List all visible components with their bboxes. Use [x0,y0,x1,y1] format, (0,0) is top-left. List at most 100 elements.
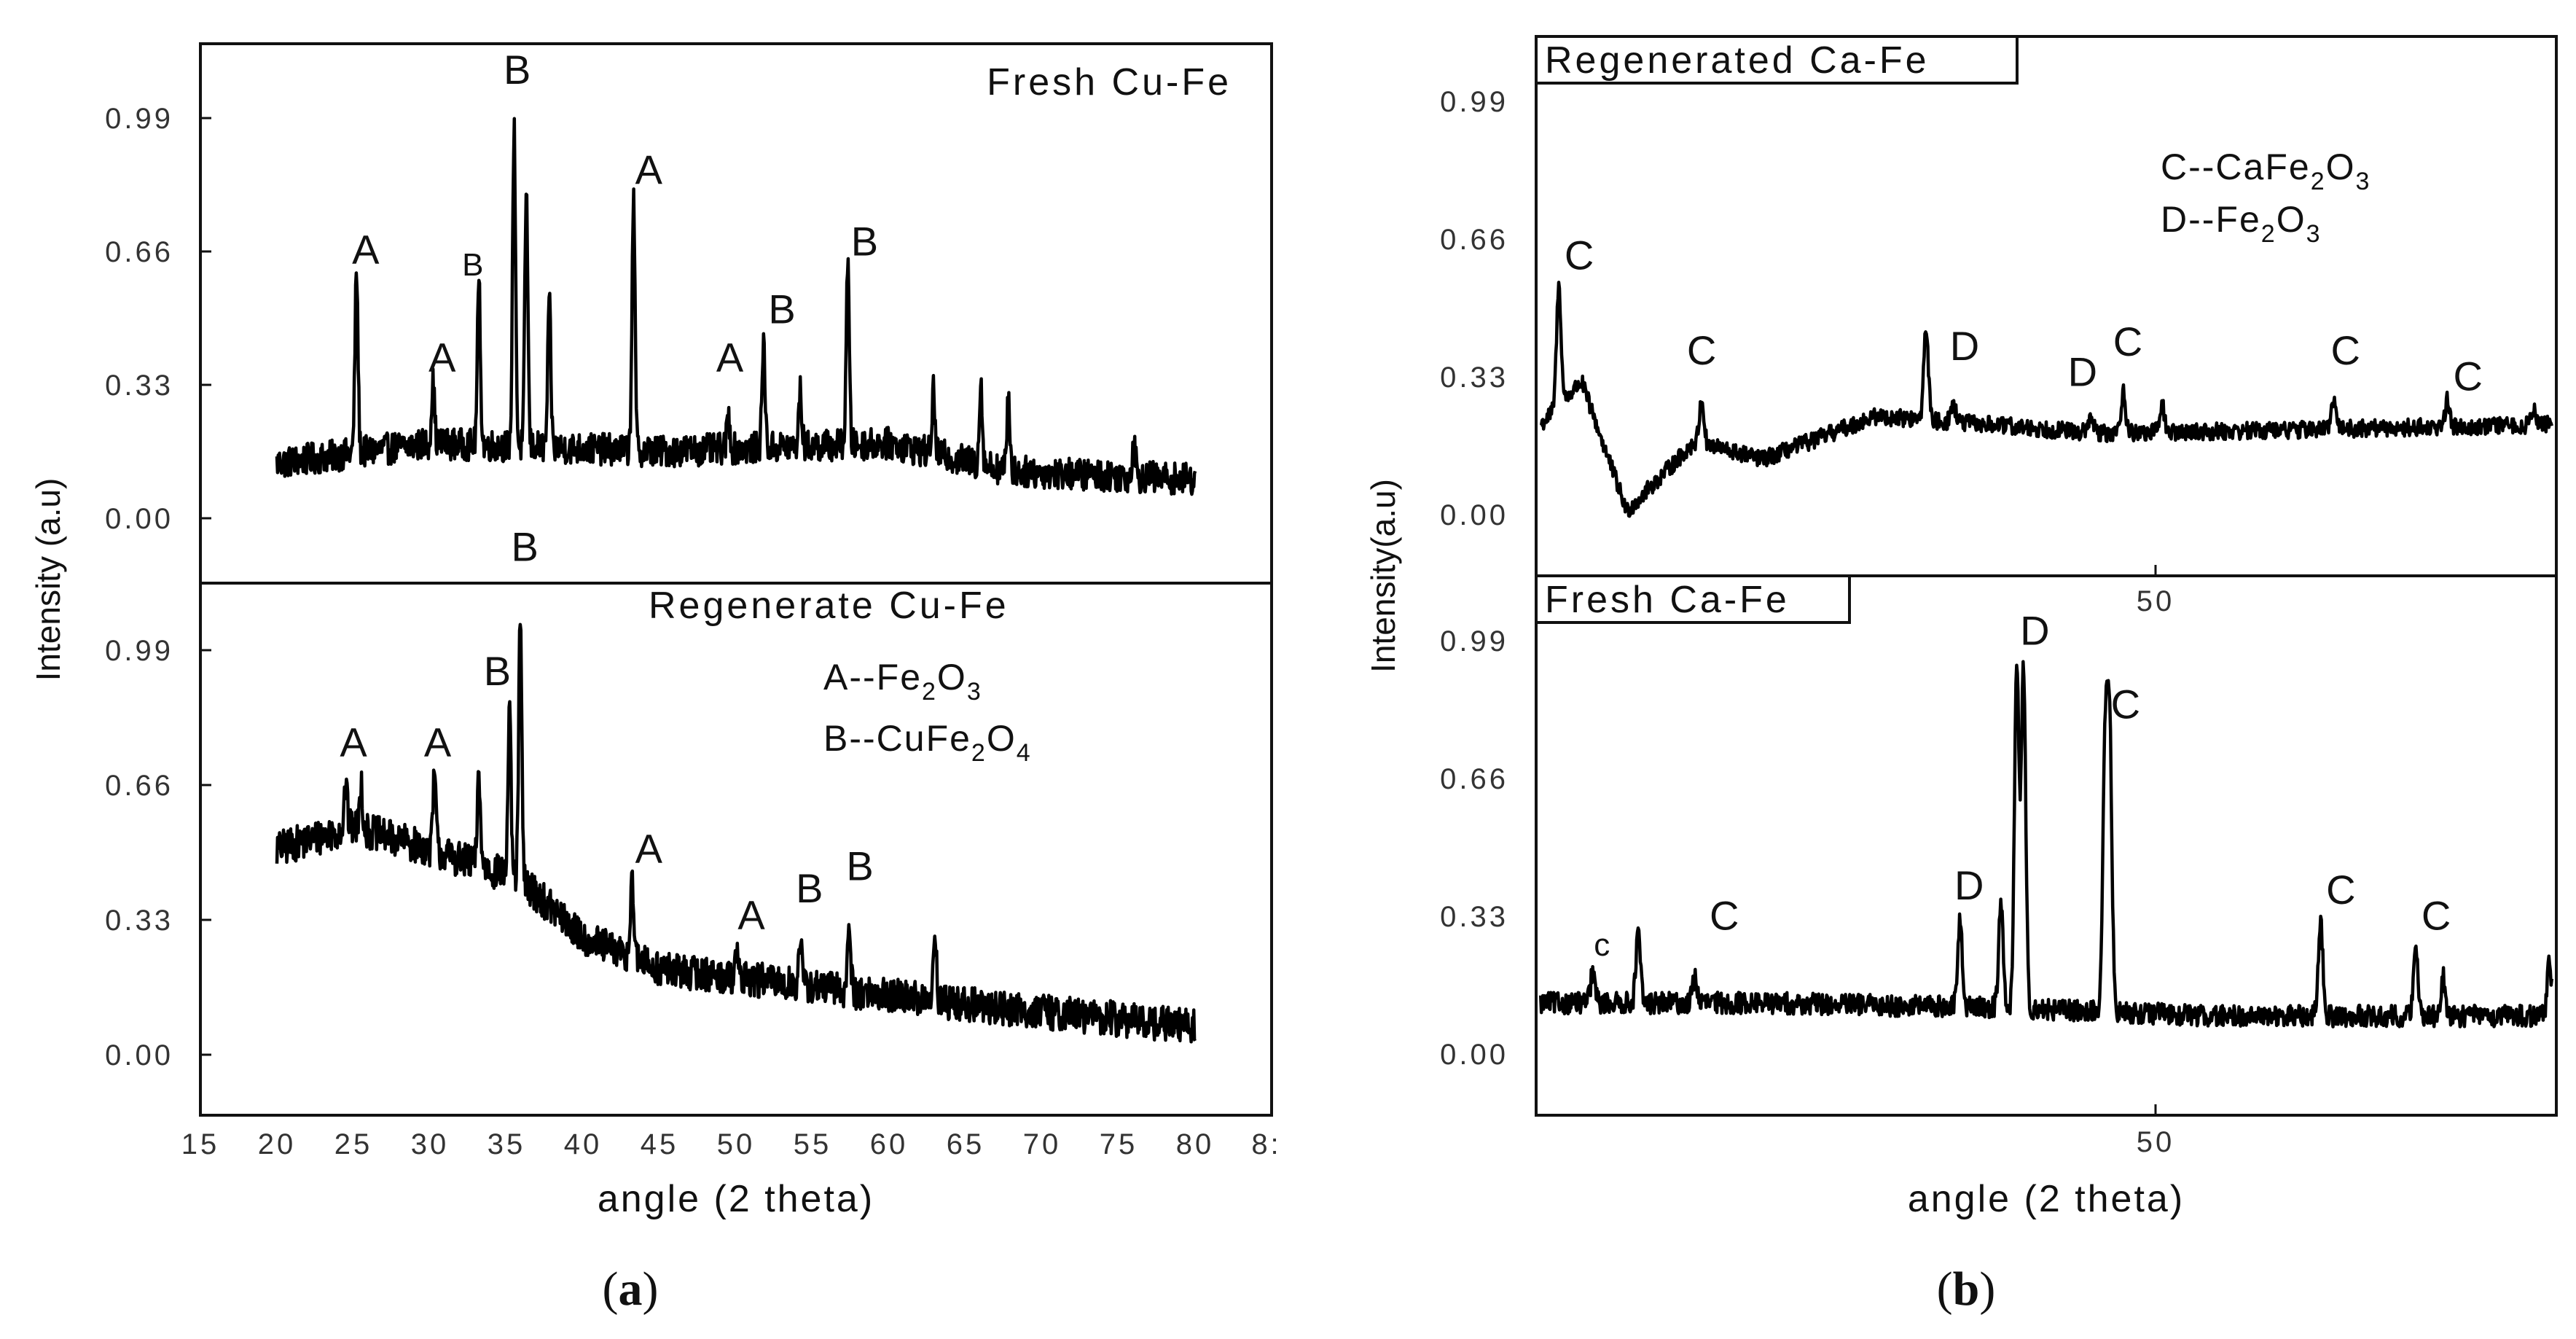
peak-label-c: C [1710,892,1739,938]
x-tick-label: 25 [334,1128,373,1160]
y-tick-label: 0.33 [1440,901,1508,933]
x-tick-label: 70 [1023,1128,1062,1160]
peak-label-a: A [424,719,452,765]
peak-label-c: c [1594,927,1610,963]
peak-label-d: D [2068,349,2097,395]
peak-label-c: C [2422,892,2451,938]
peak-label-a: A [737,892,765,938]
panel-a-x-axis-title: angle (2 theta) [598,1178,874,1220]
x-tick-label: 55 [794,1128,832,1160]
panel-b-top-y-axis: 0.99 0.66 0.33 0.00 [1440,86,1508,531]
y-tick-label: 0.33 [105,370,173,402]
y-tick-label: 0.99 [1440,625,1508,657]
peak-label-a: A [635,825,663,871]
y-tick-label: 0.00 [1440,1039,1508,1071]
y-tick-label: 0.66 [105,770,173,802]
panel-a-top-title: Fresh Cu-Fe [987,61,1232,104]
panel-b-top-title: Regenerated Ca-Fe [1545,39,1930,82]
panel-b-caption: (b) [1937,1262,1996,1316]
peak-label-a: A [716,335,744,380]
peak-label-a: A [428,335,456,380]
panel-b-top-xrd-trace [1539,281,2553,518]
peak-label-b: B [484,648,511,694]
panel-a-top-frame [199,42,1273,585]
panel-a-caption: (a) [603,1262,659,1316]
peak-label-d: D [1950,323,1979,369]
x-tick-label: 40 [564,1128,603,1160]
x-tick-label: 8: [1251,1128,1281,1160]
legend-entry-b: B--CuFe2O4 [823,718,1032,767]
x-tick-label: 45 [641,1128,679,1160]
panel-a-legend: A--Fe2O3 B--CuFe2O4 [823,657,1032,767]
peak-label-b: B [796,865,823,911]
peak-label-c: C [2111,681,2140,727]
peak-label-c: C [1687,327,1716,373]
panel-b-bottom-title: Fresh Ca-Fe [1545,579,1790,621]
y-tick-label: 0.00 [105,503,173,535]
peak-label-c: C [2326,867,2355,913]
panel-b-bottom-xrd-trace [1538,660,2554,1028]
peak-label-a: A [352,227,380,273]
y-tick-label: 0.66 [105,236,173,268]
panel-a-bottom-frame [199,582,1273,1117]
peak-label-c: C [1565,233,1594,278]
panel-a-x-axis: 15 20 25 30 35 40 45 50 55 60 65 70 75 8… [181,1128,1281,1160]
peak-label-b: B [512,524,539,570]
x-tick-label: 50 [2137,585,2175,617]
legend-entry-a: A--Fe2O3 [823,657,982,706]
x-tick-label: 75 [1100,1128,1138,1160]
x-tick-label: 50 [2137,1126,2175,1158]
panel-a-top-y-axis: 0.99 0.66 0.33 0.00 [105,103,211,535]
panel-a: 0.99 0.66 0.33 0.00 0.99 0.66 0.33 0.00 … [29,42,1281,1316]
y-tick-label: 0.00 [105,1039,173,1071]
panel-b-y-axis-title: Intensity(a.u) [1364,479,1402,673]
y-tick-label: 0.99 [1440,86,1508,118]
legend-entry-c: C--CaFe2O3 [2161,147,2371,195]
peak-label-c: C [2453,353,2482,399]
x-tick-label: 65 [947,1128,985,1160]
y-tick-label: 0.33 [1440,362,1508,394]
peak-label-c: C [2330,327,2360,373]
y-tick-label: 0.00 [1440,499,1508,531]
y-tick-label: 0.66 [1440,763,1508,795]
legend-entry-d: D--Fe2O3 [2161,199,2322,248]
peak-label-d: D [1954,862,1984,908]
x-tick-label: 20 [258,1128,297,1160]
peak-label-b: B [851,219,878,265]
x-tick-label: 15 [181,1128,220,1160]
y-tick-label: 0.99 [105,103,173,135]
panel-b: 0.99 0.66 0.33 0.00 0.99 0.66 0.33 0.00 … [1364,35,2558,1316]
panel-b-bottom-title-box: Fresh Ca-Fe [1535,574,1851,624]
x-tick-label: 80 [1176,1128,1215,1160]
x-tick-label: 30 [411,1128,450,1160]
panel-b-legend: C--CaFe2O3 D--Fe2O3 [2161,147,2371,248]
peak-label-b: B [768,286,795,332]
peak-label-c: C [2113,319,2142,364]
panel-a-bottom-xrd-trace [275,622,1197,1044]
panel-b-top-title-box: Regenerated Ca-Fe [1535,35,2019,85]
peak-label-a: A [635,147,663,192]
peak-label-b: B [504,47,531,93]
panel-b-bottom-peak-labels: c C D D C C C [1594,608,2451,963]
y-tick-label: 0.33 [105,905,173,937]
peak-label-a: A [340,719,367,765]
y-tick-label: 0.99 [105,635,173,667]
y-tick-label: 0.66 [1440,224,1508,256]
peak-label-d: D [2020,608,2049,654]
panel-b-bottom-y-axis: 0.99 0.66 0.33 0.00 [1440,625,1508,1071]
peak-label-b: B [462,247,483,283]
x-tick-label: 50 [717,1128,756,1160]
peak-label-b: B [846,843,873,889]
panel-b-bottom-frame [1535,574,2558,1117]
panel-a-bottom-title: Regenerate Cu-Fe [649,585,1009,627]
panel-b-top-frame [1535,35,2558,577]
x-tick-label: 60 [870,1128,909,1160]
x-tick-label: 35 [488,1128,526,1160]
panel-b-top-peak-labels: CC DDC CC [1565,233,2483,399]
panel-b-x-axis-title: angle (2 theta) [1908,1178,2185,1220]
panel-a-y-axis-title: Intensity (a.u) [29,478,67,682]
panel-a-top-xrd-trace [275,117,1197,496]
